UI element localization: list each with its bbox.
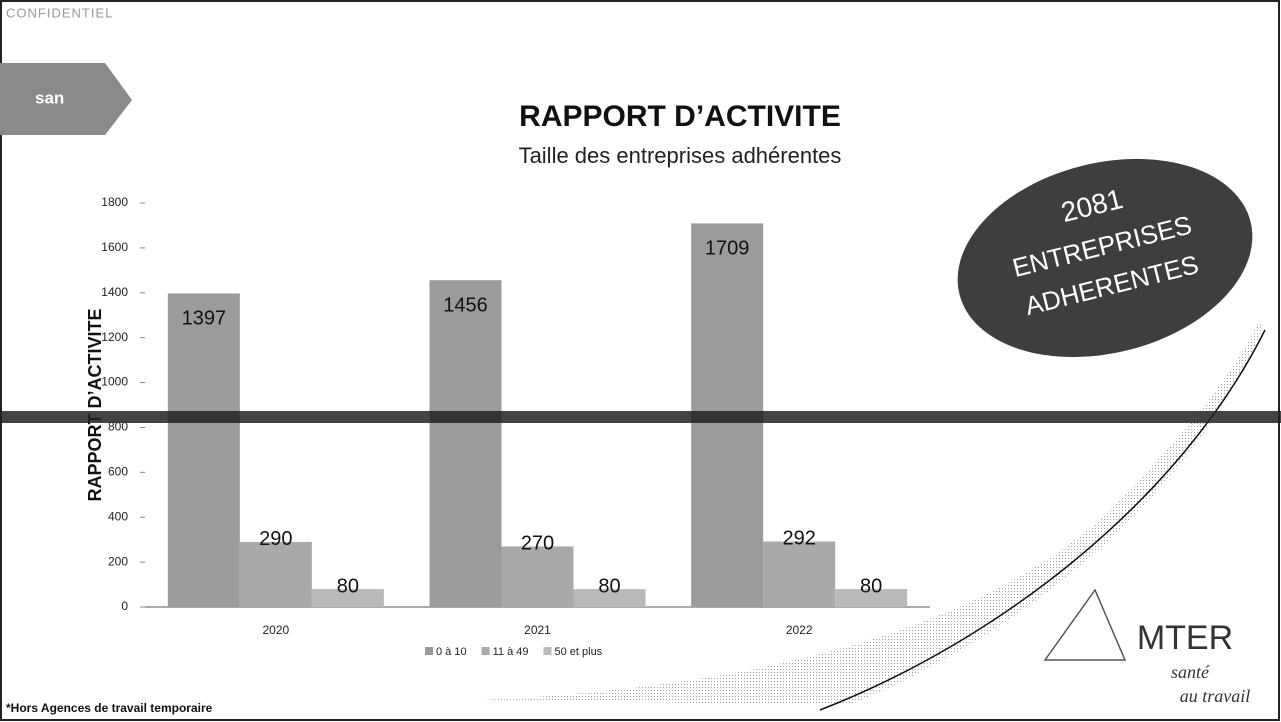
legend-swatch xyxy=(482,647,490,655)
data-label: 80 xyxy=(860,575,882,597)
confidential: CONFIDENTIEL xyxy=(6,5,113,20)
x-tick-label: 2022 xyxy=(786,623,813,637)
bar xyxy=(168,293,240,607)
data-label: 1709 xyxy=(705,238,750,260)
data-label: 1456 xyxy=(443,294,488,316)
logo-tagline: santé xyxy=(1171,662,1210,682)
y-tick-label: 200 xyxy=(108,554,128,568)
y-tick-label: 400 xyxy=(108,509,128,523)
y-tick-label: 1400 xyxy=(101,285,128,299)
logo-tagline: au travail xyxy=(1180,686,1251,706)
chart-title: RAPPORT D’ACTIVITE xyxy=(519,100,841,133)
bar xyxy=(502,546,574,607)
legend-swatch xyxy=(425,647,433,655)
y-tick-label: 1800 xyxy=(101,195,128,209)
data-label: 292 xyxy=(782,528,815,550)
data-label: 270 xyxy=(521,533,554,555)
data-label: 1397 xyxy=(182,308,227,330)
y-tick-label: 1600 xyxy=(101,240,128,254)
tab-text: san xyxy=(35,88,64,107)
y-tick-label: 1000 xyxy=(101,375,128,389)
data-label: 80 xyxy=(337,575,359,597)
legend-label: 0 à 10 xyxy=(436,646,467,658)
chart-subtitle: Taille des entreprises adhérentes xyxy=(519,143,842,168)
y-tick-label: 1200 xyxy=(101,330,128,344)
legend-label: 50 et plus xyxy=(554,646,602,658)
data-label: 80 xyxy=(598,575,620,597)
x-tick-label: 2021 xyxy=(524,623,551,637)
page: CONFIDENTIEL san RAPPORT D’ACTIVITE Tail… xyxy=(0,0,1281,722)
bar xyxy=(430,280,502,607)
logo-name: MTER xyxy=(1137,619,1233,657)
x-tick-label: 2020 xyxy=(262,623,289,637)
legend-label: 11 à 49 xyxy=(493,646,529,658)
y-tick-label: 600 xyxy=(108,465,128,479)
scan-band xyxy=(0,411,1281,423)
legend-swatch xyxy=(543,647,551,655)
tab-shape xyxy=(0,63,132,135)
bar xyxy=(763,541,835,607)
data-label: 290 xyxy=(259,528,292,550)
footnote: *Hors Agences de travail temporaire xyxy=(6,701,213,715)
bar xyxy=(240,542,312,607)
slide: CONFIDENTIEL san RAPPORT D’ACTIVITE Tail… xyxy=(0,0,1281,722)
y-tick-label: 0 xyxy=(121,599,128,613)
